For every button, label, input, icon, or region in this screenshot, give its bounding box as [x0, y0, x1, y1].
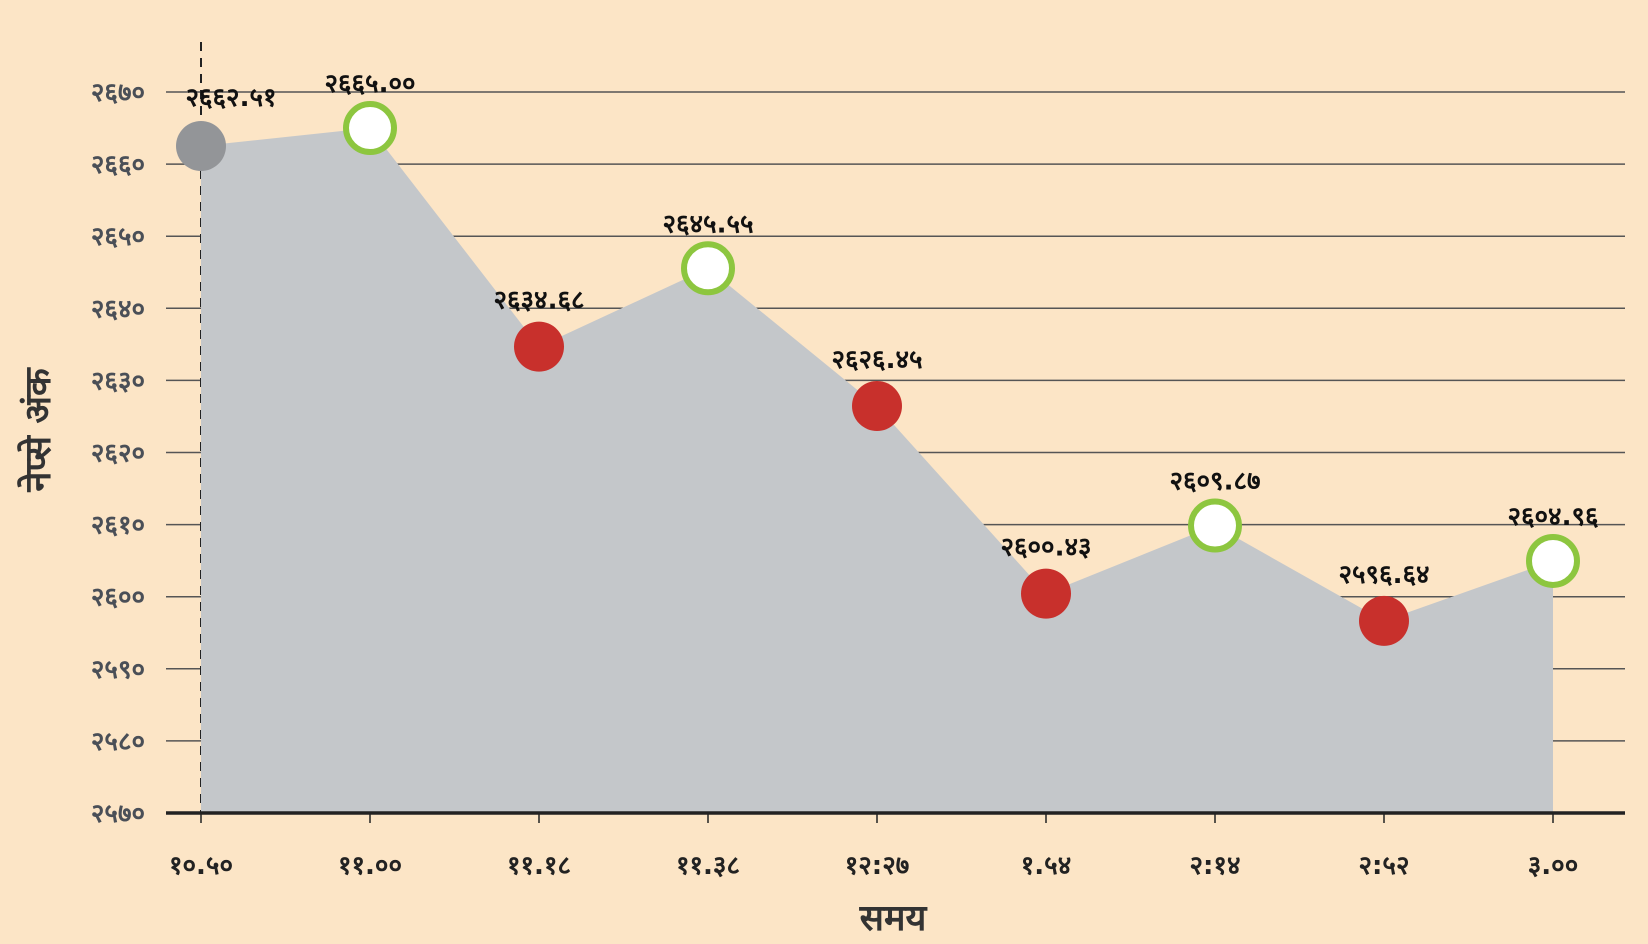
x-axis-title: समय: [859, 898, 928, 939]
x-axis-ticks: १०.५० ११.०० ११.१८ ११.३८ १२:२७ १.५४ २:१४ २:५२ ३.०…: [169, 813, 1578, 881]
x-tick-label: १.५४: [1021, 851, 1071, 881]
data-label: २५९६.६४: [1339, 560, 1430, 590]
x-tick-label: ११.३८: [676, 851, 740, 881]
y-tick-label: २६००: [91, 583, 145, 613]
data-point-up: [1188, 498, 1242, 553]
data-point-down: [1359, 595, 1409, 646]
data-point-start: [176, 121, 226, 172]
y-tick-label: २५७०: [91, 799, 145, 829]
y-tick-label: २६७०: [91, 78, 145, 108]
y-tick-label: २६४०: [91, 294, 145, 324]
y-axis-title: नेप्से अंक: [17, 367, 59, 493]
data-label: २६०४.९६: [1508, 502, 1599, 532]
data-label: २६६५.००: [325, 69, 416, 99]
area-fill: [201, 128, 1553, 814]
data-label: २६६२.५१: [186, 83, 277, 113]
data-point-down: [852, 380, 902, 431]
data-point-up: [1526, 533, 1580, 588]
y-tick-label: २६१०: [91, 511, 145, 541]
data-point-down: [1021, 568, 1071, 619]
y-tick-label: २६३०: [91, 366, 145, 396]
x-tick-label: ११.१८: [507, 851, 571, 881]
x-tick-label: १०.५०: [169, 851, 233, 881]
x-tick-label: ११.००: [338, 851, 402, 881]
x-tick-label: २:५२: [1359, 851, 1410, 881]
x-tick-label: ३.००: [1528, 851, 1578, 881]
y-tick-label: २५८०: [91, 727, 145, 757]
area-series: [166, 128, 1625, 815]
data-label: २६०९.८७: [1170, 467, 1261, 497]
y-tick-label: २६२०: [91, 439, 145, 469]
y-tick-label: २६५०: [91, 222, 145, 252]
data-point-down: [514, 321, 564, 372]
data-label: २६००.४३: [1001, 533, 1092, 563]
data-point-up: [681, 241, 735, 296]
data-markers: [176, 101, 1580, 646]
y-axis-ticks: २६७० २६६० २६५० २६४० २६३० २६२० २६१० २६०० २५९० २५८०…: [91, 78, 145, 829]
x-tick-label: १२:२७: [845, 851, 909, 881]
data-label: २६४५.५५: [663, 209, 754, 239]
data-point-up: [343, 101, 397, 156]
data-label: २६३४.६८: [494, 286, 585, 316]
data-label: २६२६.४५: [832, 345, 923, 375]
x-tick-label: २:१४: [1190, 851, 1241, 881]
data-labels: २६६२.५१ २६६५.०० २६३४.६८ २६४५.५५ २६२६.४५ २६००.…: [186, 69, 1599, 590]
y-tick-label: २५९०: [91, 655, 145, 685]
y-tick-label: २६६०: [91, 150, 145, 180]
